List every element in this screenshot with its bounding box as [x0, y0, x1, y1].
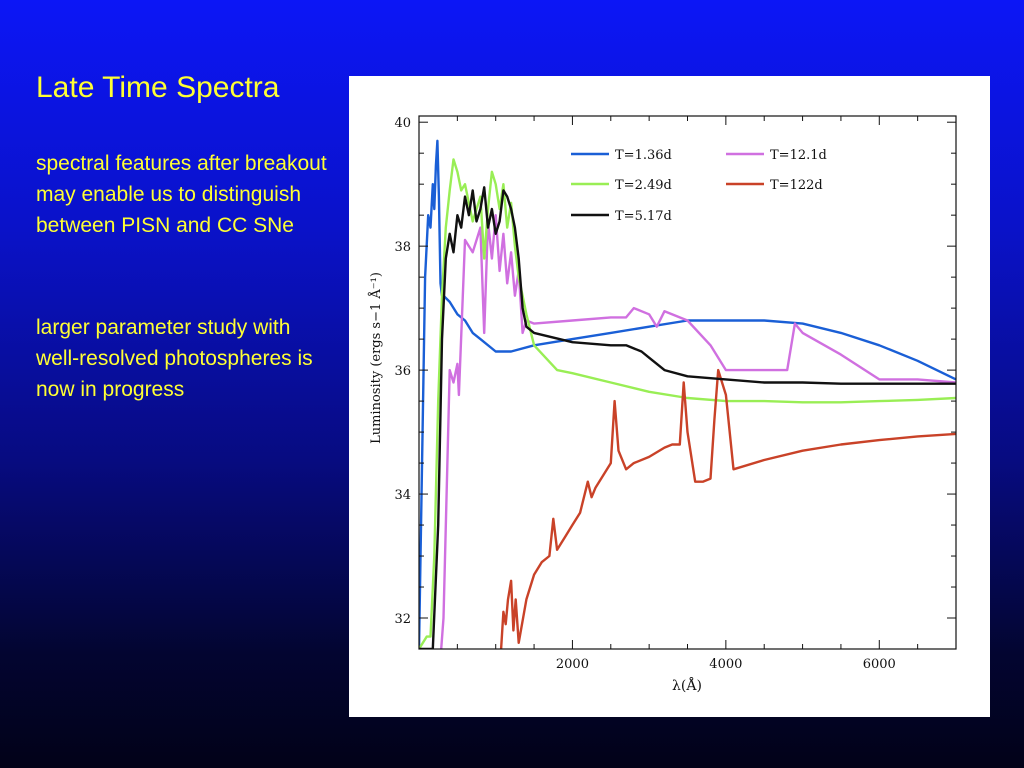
legend-label-t-5-17d: T=5.17d	[615, 209, 672, 224]
x-tick-label: 6000	[863, 657, 896, 672]
y-tick-label: 34	[394, 488, 411, 503]
y-tick-label: 40	[394, 116, 411, 131]
legend-label-t-12-1d: T=12.1d	[770, 148, 827, 163]
slide-title: Late Time Spectra	[36, 71, 280, 104]
y-tick-label: 36	[394, 364, 411, 379]
figure-panel: 2000 4000 6000 32 34 36 38 40 T=1.36d T=12.1d T=2…	[349, 76, 990, 717]
series-line-t-122d	[499, 368, 956, 649]
legend: T=1.36d T=12.1d T=2.49d T=122d T=5.17d	[571, 148, 827, 224]
y-tick-label: 32	[394, 612, 411, 627]
x-tick-label: 2000	[556, 657, 589, 672]
axes-layer: 2000 4000 6000 32 34 36 38 40	[394, 115, 957, 672]
series-line-t-2-49d	[419, 158, 956, 649]
bullet-text-2: larger parameter study with well-resolve…	[36, 316, 313, 401]
bullet-text-1: spectral features after breakout may ena…	[36, 152, 327, 237]
series-line-t-12-1d	[440, 213, 956, 649]
series-line-t-1-36d	[419, 139, 956, 649]
legend-label-t-122d: T=122d	[770, 178, 823, 193]
spectra-chart: 2000 4000 6000 32 34 36 38 40 T=1.36d T=12.1d T=2…	[368, 115, 957, 694]
y-axis-label: Luminosity (ergs s−1 Å⁻¹)	[368, 272, 384, 444]
series-line-t-5-17d	[419, 186, 956, 649]
legend-label-t-1-36d: T=1.36d	[615, 148, 672, 163]
x-axis-label: λ(Å)	[672, 676, 702, 694]
y-tick-label: 38	[394, 240, 411, 255]
legend-label-t-2-49d: T=2.49d	[615, 178, 672, 193]
series-layer	[419, 139, 956, 649]
x-tick-label: 4000	[709, 657, 742, 672]
